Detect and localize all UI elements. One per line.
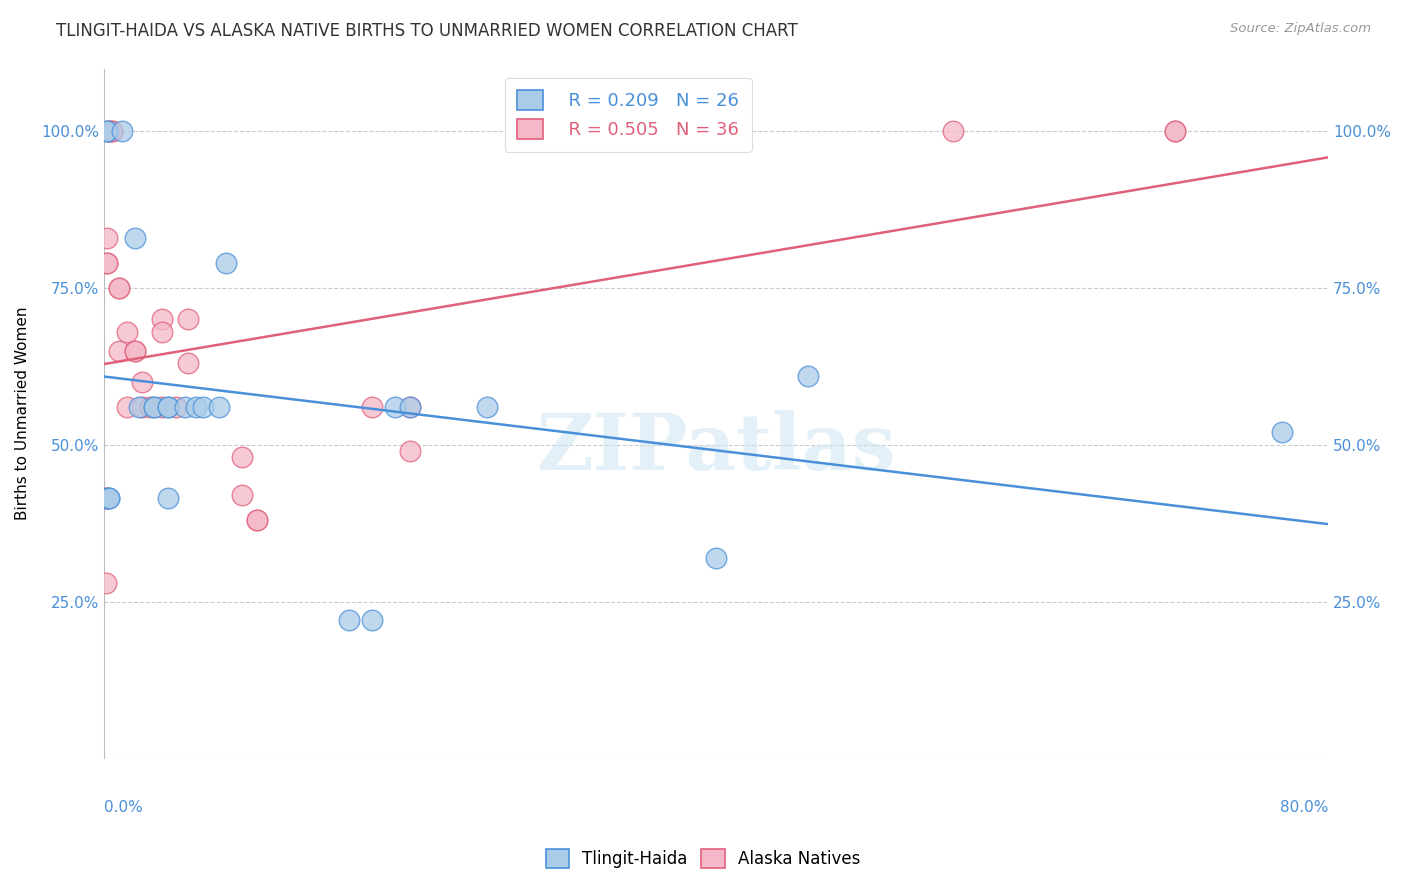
- Point: [157, 400, 180, 414]
- Point: [704, 550, 727, 565]
- Point: [124, 343, 146, 358]
- Point: [100, 124, 122, 138]
- Point: [150, 312, 173, 326]
- Text: TLINGIT-HAIDA VS ALASKA NATIVE BIRTHS TO UNMARRIED WOMEN CORRELATION CHART: TLINGIT-HAIDA VS ALASKA NATIVE BIRTHS TO…: [56, 22, 799, 40]
- Y-axis label: Births to Unmarried Women: Births to Unmarried Women: [15, 307, 30, 520]
- Point: [143, 400, 166, 414]
- Point: [100, 124, 122, 138]
- Point: [1164, 124, 1187, 138]
- Point: [115, 400, 138, 414]
- Point: [124, 231, 146, 245]
- Point: [157, 400, 180, 414]
- Point: [97, 491, 120, 505]
- Point: [337, 613, 360, 627]
- Point: [97, 491, 120, 505]
- Point: [128, 400, 150, 414]
- Point: [124, 343, 146, 358]
- Point: [246, 513, 269, 527]
- Point: [96, 124, 118, 138]
- Point: [96, 491, 118, 505]
- Text: 80.0%: 80.0%: [1279, 800, 1329, 814]
- Point: [1271, 425, 1294, 440]
- Point: [143, 400, 166, 414]
- Point: [193, 400, 215, 414]
- Point: [246, 513, 269, 527]
- Point: [797, 368, 820, 383]
- Legend: Tlingit-Haida, Alaska Natives: Tlingit-Haida, Alaska Natives: [538, 843, 868, 875]
- Point: [360, 613, 382, 627]
- Point: [139, 400, 162, 414]
- Point: [150, 400, 173, 414]
- Point: [184, 400, 207, 414]
- Point: [97, 124, 120, 138]
- Point: [942, 124, 965, 138]
- Point: [108, 343, 131, 358]
- Point: [131, 375, 153, 389]
- Point: [108, 281, 131, 295]
- Point: [96, 231, 118, 245]
- Point: [96, 124, 118, 138]
- Point: [399, 444, 422, 458]
- Point: [174, 400, 197, 414]
- Point: [165, 400, 187, 414]
- Point: [108, 281, 131, 295]
- Point: [360, 400, 382, 414]
- Point: [215, 256, 238, 270]
- Point: [208, 400, 231, 414]
- Point: [131, 400, 153, 414]
- Point: [111, 124, 134, 138]
- Legend:   R = 0.209   N = 26,   R = 0.505   N = 36: R = 0.209 N = 26, R = 0.505 N = 36: [505, 78, 752, 152]
- Point: [157, 491, 180, 505]
- Point: [94, 575, 117, 590]
- Point: [150, 325, 173, 339]
- Point: [115, 325, 138, 339]
- Point: [97, 124, 120, 138]
- Point: [96, 256, 118, 270]
- Point: [475, 400, 498, 414]
- Point: [399, 400, 422, 414]
- Point: [96, 491, 118, 505]
- Point: [1164, 124, 1187, 138]
- Point: [384, 400, 406, 414]
- Point: [399, 400, 422, 414]
- Text: 0.0%: 0.0%: [104, 800, 143, 814]
- Point: [177, 356, 200, 370]
- Point: [231, 450, 253, 465]
- Text: ZIPatlas: ZIPatlas: [536, 410, 896, 486]
- Point: [231, 488, 253, 502]
- Point: [96, 256, 118, 270]
- Text: Source: ZipAtlas.com: Source: ZipAtlas.com: [1230, 22, 1371, 36]
- Point: [177, 312, 200, 326]
- Point: [94, 491, 117, 505]
